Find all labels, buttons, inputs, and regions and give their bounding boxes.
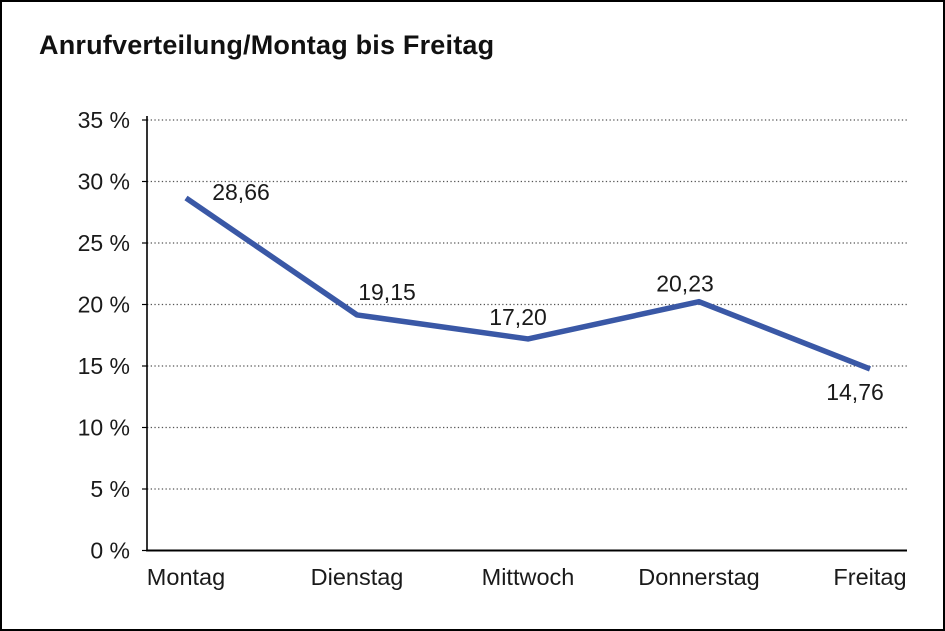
data-point-label: 17,20 xyxy=(489,304,547,330)
x-axis-category-label: Dienstag xyxy=(311,564,404,590)
data-point-label: 14,76 xyxy=(826,379,884,405)
y-axis-tick-label: 5 % xyxy=(90,476,130,502)
y-axis-tick-label: 25 % xyxy=(78,230,130,256)
y-axis-tick-label: 35 % xyxy=(78,107,130,133)
x-axis-category-label: Freitag xyxy=(833,564,906,590)
y-axis-tick-label: 15 % xyxy=(78,353,130,379)
data-point-label: 19,15 xyxy=(358,279,416,305)
data-line xyxy=(184,195,872,372)
x-axis-category-label: Montag xyxy=(147,564,225,590)
data-point-label: 28,66 xyxy=(212,179,270,205)
data-point-label: 20,23 xyxy=(656,271,714,297)
chart-title: Anrufverteilung/Montag bis Freitag xyxy=(39,30,495,60)
x-axis-category-label: Mittwoch xyxy=(482,564,575,590)
y-axis-tick-label: 0 % xyxy=(90,538,130,564)
y-axis-tick-label: 30 % xyxy=(78,169,130,195)
y-axis-tick-label: 20 % xyxy=(78,292,130,318)
x-axis-category-label: Donnerstag xyxy=(638,564,760,590)
y-axis-tick-label: 10 % xyxy=(78,415,130,441)
